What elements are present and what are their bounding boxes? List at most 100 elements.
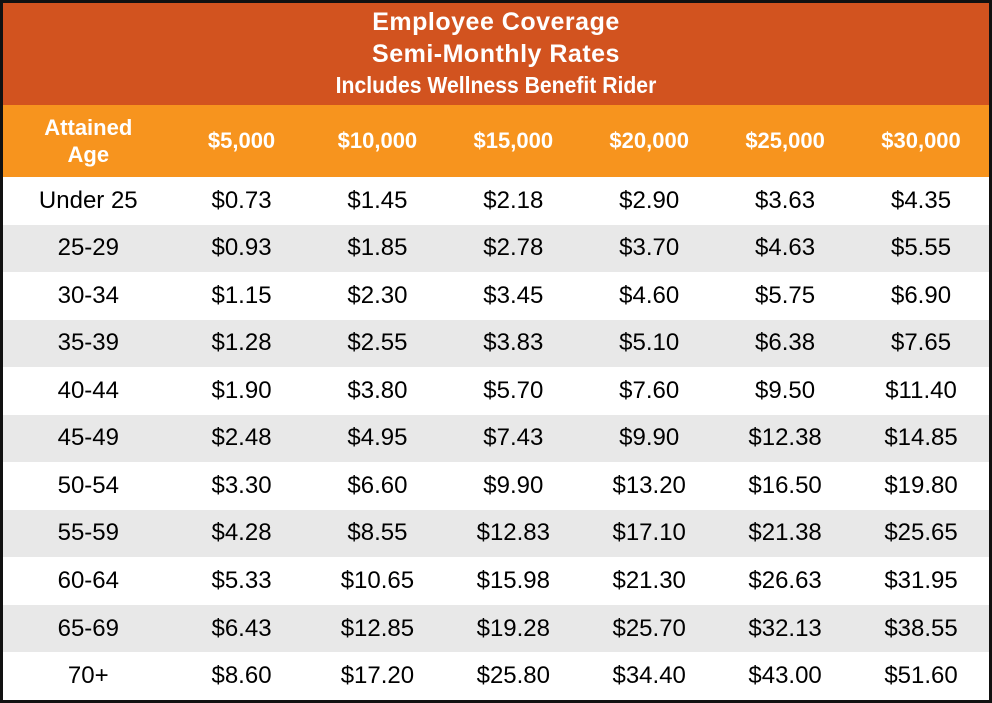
age-band-cell: 30-34 [3,272,174,320]
rate-cell: $25.65 [853,509,989,558]
rate-cell: $26.63 [717,557,854,605]
rate-cell: $5.10 [581,319,718,368]
rate-cell: $34.40 [581,652,718,700]
table-row: 65-69 $6.43 $12.85 $19.28 $25.70 $32.13 $38.55 [3,604,989,653]
rate-cell: $43.00 [717,652,854,700]
rate-cell: $9.90 [445,462,582,510]
rate-cell: $4.60 [581,272,718,320]
title-band: Employee Coverage Semi-Monthly Rates Inc… [3,3,989,105]
rate-cell: $4.35 [853,177,989,225]
rate-cell: $9.50 [717,367,854,415]
title-line-1: Employee Coverage [372,8,620,36]
rate-cell: $3.30 [173,462,310,510]
table-row: Under 25 $0.73 $1.45 $2.18 $2.90 $3.63 $4.35 [3,177,989,225]
age-band-cell: 45-49 [3,414,174,463]
rate-cell: $1.45 [309,177,446,225]
rate-cell: $7.43 [445,414,582,463]
title-line-3: Includes Wellness Benefit Rider [335,72,657,98]
age-band-cell: Under 25 [3,177,174,225]
rate-cell: $6.38 [717,319,854,368]
header-row: Attained Age $5,000 $10,000 $15,000 $20,000 $… [3,105,989,177]
coverage-amount-header: $15,000 [445,105,582,177]
rate-cell: $31.95 [853,557,989,605]
rate-cell: $13.20 [581,462,718,510]
rate-cell: $1.28 [173,319,310,368]
rate-cell: $5.33 [173,557,310,605]
rate-cell: $19.28 [445,604,582,653]
rate-cell: $14.85 [853,414,989,463]
table-row: 50-54 $3.30 $6.60 $9.90 $13.20 $16.50 $19.80 [3,462,989,510]
age-band-cell: 65-69 [3,604,174,653]
rate-cell: $1.85 [309,224,446,273]
table-row: 70+ $8.60 $17.20 $25.80 $34.40 $43.00 $51.60 [3,652,989,700]
coverage-amount-header: $10,000 [309,105,446,177]
table-row: 55-59 $4.28 $8.55 $12.83 $17.10 $21.38 $25.65 [3,509,989,558]
table-body: Under 25 $0.73 $1.45 $2.18 $2.90 $3.63 $4.35 25… [3,177,989,700]
rate-cell: $16.50 [717,462,854,510]
rate-cell: $7.65 [853,319,989,368]
age-band-cell: 40-44 [3,367,174,415]
rate-cell: $6.43 [173,604,310,653]
rate-cell: $0.73 [173,177,310,225]
rate-cell: $3.45 [445,272,582,320]
age-band-cell: 35-39 [3,319,174,368]
rate-cell: $4.28 [173,509,310,558]
rate-cell: $3.80 [309,367,446,415]
rate-cell: $17.20 [309,652,446,700]
rate-cell: $2.78 [445,224,582,273]
table-row: 30-34 $1.15 $2.30 $3.45 $4.60 $5.75 $6.90 [3,272,989,320]
table-row: 40-44 $1.90 $3.80 $5.70 $7.60 $9.50 $11.40 [3,367,989,415]
rate-cell: $0.93 [173,224,310,273]
rate-cell: $10.65 [309,557,446,605]
rate-cell: $2.30 [309,272,446,320]
rate-cell: $9.90 [581,414,718,463]
rate-cell: $5.70 [445,367,582,415]
table-row: 35-39 $1.28 $2.55 $3.83 $5.10 $6.38 $7.65 [3,319,989,368]
coverage-amount-header: $30,000 [853,105,989,177]
rate-cell: $12.85 [309,604,446,653]
rate-cell: $2.48 [173,414,310,463]
rate-cell: $21.30 [581,557,718,605]
rate-cell: $8.55 [309,509,446,558]
rate-cell: $2.55 [309,319,446,368]
rate-cell: $51.60 [853,652,989,700]
rate-cell: $19.80 [853,462,989,510]
age-band-cell: 25-29 [3,224,174,273]
rate-cell: $2.90 [581,177,718,225]
rate-cell: $3.83 [445,319,582,368]
rate-cell: $4.95 [309,414,446,463]
rate-cell: $1.90 [173,367,310,415]
title-line-2: Semi-Monthly Rates [372,40,620,68]
rate-cell: $25.80 [445,652,582,700]
rate-cell: $5.55 [853,224,989,273]
rate-cell: $3.70 [581,224,718,273]
coverage-amount-header: $5,000 [173,105,310,177]
age-band-cell: 55-59 [3,509,174,558]
coverage-amount-header: $20,000 [581,105,718,177]
rate-cell: $38.55 [853,604,989,653]
table-row: 45-49 $2.48 $4.95 $7.43 $9.90 $12.38 $14.85 [3,414,989,463]
table-header: Attained Age $5,000 $10,000 $15,000 $20,000 $… [3,105,989,177]
table-row: 25-29 $0.93 $1.85 $2.78 $3.70 $4.63 $5.55 [3,224,989,273]
rate-cell: $6.90 [853,272,989,320]
rate-cell: $8.60 [173,652,310,700]
rate-cell: $7.60 [581,367,718,415]
rate-cell: $4.63 [717,224,854,273]
rate-cell: $6.60 [309,462,446,510]
rate-cell: $1.15 [173,272,310,320]
rate-cell: $21.38 [717,509,854,558]
rate-cell: $32.13 [717,604,854,653]
rates-table: Attained Age $5,000 $10,000 $15,000 $20,000 $… [3,105,989,700]
rate-cell: $15.98 [445,557,582,605]
rate-cell: $25.70 [581,604,718,653]
rate-cell: $11.40 [853,367,989,415]
age-band-cell: 70+ [3,652,174,700]
age-band-cell: 50-54 [3,462,174,510]
attained-age-header: Attained Age [3,105,174,177]
rate-cell: $17.10 [581,509,718,558]
age-band-cell: 60-64 [3,557,174,605]
coverage-amount-header: $25,000 [717,105,854,177]
rate-cell: $3.63 [717,177,854,225]
table-row: 60-64 $5.33 $10.65 $15.98 $21.30 $26.63 $31.95 [3,557,989,605]
